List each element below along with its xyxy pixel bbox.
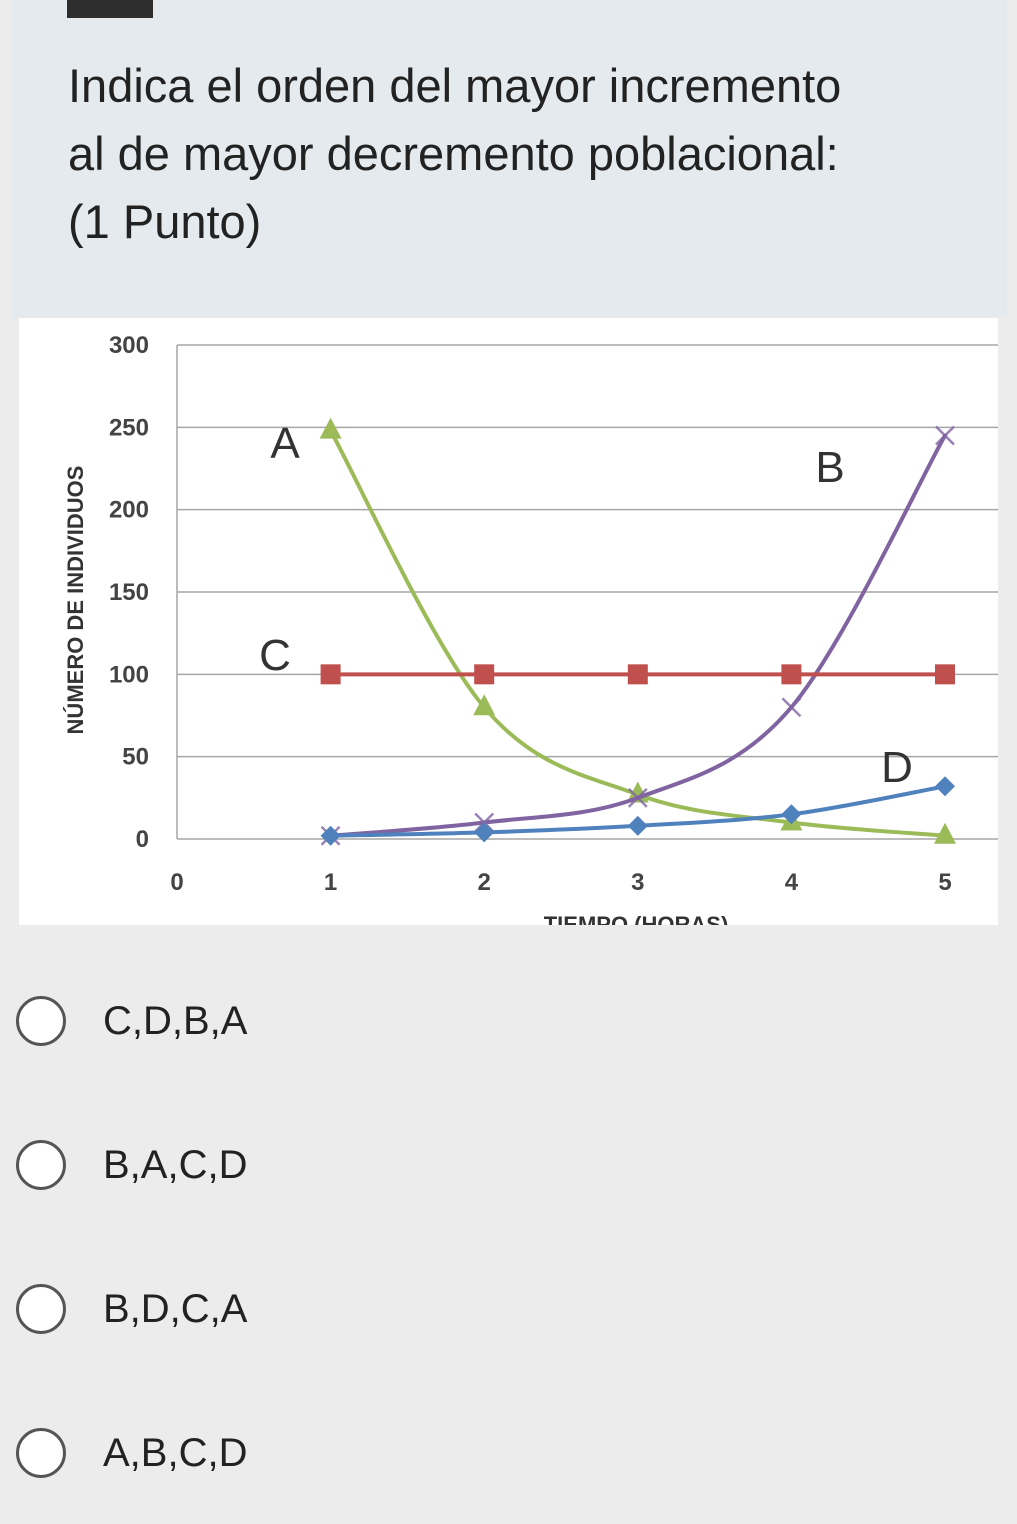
series-label-c: C	[259, 631, 291, 680]
series-b-point	[935, 425, 955, 446]
series-a-line	[328, 428, 947, 838]
x-tick-label: 3	[631, 869, 644, 896]
series-label-a: A	[270, 419, 300, 468]
question-title: Indica el orden del mayor incremento al …	[68, 59, 842, 248]
x-tick-label: 5	[938, 869, 951, 896]
population-chart: 0 50 100 150 200 250 300 0 1 2 3 4 5 NÚMERO DE INDIVI…	[63, 332, 998, 925]
series-a-point	[473, 694, 496, 716]
radio-button[interactable]	[16, 1140, 66, 1190]
question-card	[12, 0, 1007, 318]
series-b-point	[627, 787, 648, 808]
option-2[interactable]: B,A,C,D	[16, 1135, 616, 1195]
series-d-point	[781, 804, 802, 825]
option-label: B,A,C,D	[103, 1142, 248, 1187]
option-4[interactable]: A,B,C,D	[16, 1423, 616, 1483]
series-a-point	[934, 822, 956, 844]
chart-image: 0 50 100 150 200 250 300 0 1 2 3 4 5 NÚMERO DE INDIVI…	[19, 318, 998, 925]
y-tick-label: 300	[109, 332, 149, 359]
radio-button[interactable]	[16, 1284, 66, 1334]
x-axis-label: TIEMPO (HORAS)	[544, 912, 729, 925]
series-a-point	[319, 417, 342, 439]
y-tick-label: 0	[136, 826, 149, 853]
series-label-b: B	[815, 443, 844, 492]
series-c-point	[627, 664, 648, 685]
x-tick-label: 4	[785, 869, 799, 896]
header-tab	[67, 0, 153, 18]
series-c-point	[781, 664, 802, 685]
y-axis-label: NÚMERO DE INDIVIDUOS	[63, 466, 88, 735]
series-b-line	[328, 433, 947, 838]
series-d-point	[474, 822, 495, 843]
option-label: C,D,B,A	[103, 998, 248, 1043]
option-label: A,B,C,D	[103, 1430, 248, 1475]
series-c-point	[474, 664, 495, 685]
x-tick-label: 1	[324, 869, 337, 896]
series-d-point	[320, 825, 341, 846]
radio-button[interactable]	[16, 1428, 66, 1478]
radio-button[interactable]	[16, 996, 66, 1046]
series-label-d: D	[881, 743, 913, 792]
option-3[interactable]: B,D,C,A	[16, 1279, 616, 1339]
y-tick-label: 50	[122, 744, 149, 771]
option-1[interactable]: C,D,B,A	[16, 991, 616, 1051]
series-d-point	[935, 776, 955, 797]
y-tick-label: 150	[109, 579, 149, 606]
y-tick-label: 250	[109, 414, 149, 441]
y-tick-label: 200	[109, 497, 149, 524]
option-label: B,D,C,A	[103, 1286, 248, 1331]
series-b-point	[781, 697, 802, 718]
y-tick-label: 100	[109, 661, 149, 688]
series-d-point	[627, 815, 648, 836]
series-c-point	[935, 664, 955, 685]
x-tick-label: 0	[170, 869, 183, 896]
series-c-point	[320, 664, 341, 685]
x-tick-label: 2	[478, 869, 491, 896]
